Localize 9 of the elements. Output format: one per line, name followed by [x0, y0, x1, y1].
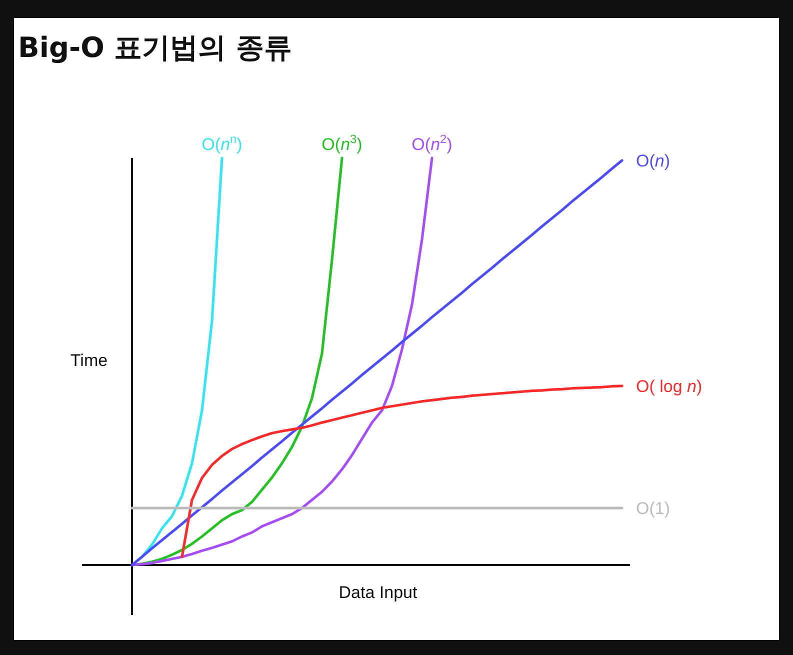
x-axis-title: Data Input: [338, 583, 418, 602]
title: Big-O 표기법의 종류: [18, 31, 292, 64]
y-axis-title: Time: [70, 351, 108, 370]
series-label: O( log n): [636, 376, 702, 396]
series-label: O(n$^{n}$): [202, 132, 242, 154]
series-label: O(n): [636, 151, 670, 170]
series-label: O(n$^{2}$): [412, 132, 452, 154]
series-label: O(1): [636, 499, 670, 518]
series-label: O(n$^{3}$): [322, 132, 362, 154]
